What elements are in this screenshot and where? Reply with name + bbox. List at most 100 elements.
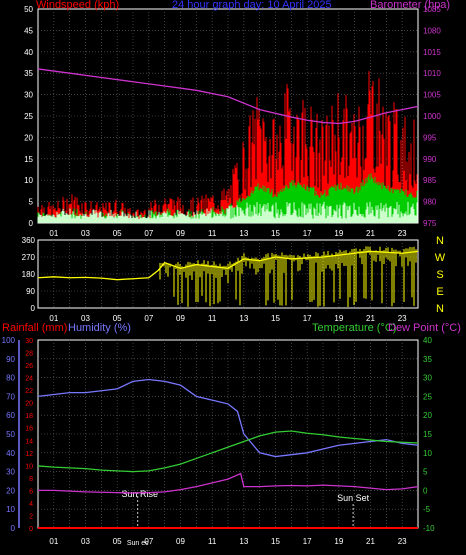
x-tick-label: 01 bbox=[49, 537, 58, 546]
rain-tick-label: 4 bbox=[29, 501, 33, 508]
x-tick-label: 11 bbox=[208, 314, 217, 323]
wind-tick-label: 40 bbox=[24, 48, 33, 57]
x-tick-label: 23 bbox=[398, 229, 407, 238]
barometer-tick-label: 1005 bbox=[423, 91, 441, 100]
wind-tick-label: 50 bbox=[24, 5, 33, 14]
x-tick-label: 11 bbox=[208, 537, 217, 546]
rain-tick-label: 0 bbox=[29, 526, 33, 533]
x-tick-label: 05 bbox=[113, 314, 122, 323]
barometer-tick-label: 1000 bbox=[423, 112, 441, 121]
rain-tick-label: 28 bbox=[25, 351, 33, 358]
x-tick-label: 15 bbox=[271, 229, 280, 238]
humidity-tick-label: 90 bbox=[6, 355, 15, 364]
x-tick-label: 19 bbox=[334, 314, 343, 323]
barometer-tick-label: 1015 bbox=[423, 48, 441, 57]
x-tick-label: 17 bbox=[303, 314, 312, 323]
compass-label: W bbox=[435, 252, 446, 264]
wind-tick-label: 45 bbox=[24, 26, 33, 35]
wind-direction-tick-labels: 360 270 180 90 0 bbox=[22, 236, 36, 313]
x-tick-label: 07 bbox=[144, 537, 153, 546]
x-tick-label: 03 bbox=[81, 229, 90, 238]
temperature-line bbox=[37, 430, 419, 473]
wind-direction-grid bbox=[38, 240, 418, 308]
humidity-tick-label: 60 bbox=[6, 411, 15, 420]
wind-tick-label: 5 bbox=[29, 198, 34, 207]
temperature-tick-label: 5 bbox=[423, 468, 428, 477]
sun-annotations: Sun Rise Sun Set Sun ec bbox=[121, 489, 369, 547]
x-tick-label: 13 bbox=[239, 314, 248, 323]
sunset-label: Sun Set bbox=[337, 493, 370, 503]
temperature-axis-label: Temperature (°C) bbox=[312, 322, 396, 334]
humidity-tick-label: 40 bbox=[6, 449, 15, 458]
x-tick-label: 03 bbox=[81, 537, 90, 546]
wind-speed-bars bbox=[37, 71, 418, 223]
temperature-tick-label: 0 bbox=[423, 486, 428, 495]
humidity-tick-label: 50 bbox=[6, 430, 15, 439]
temperature-tick-labels: 40 35 30 25 20 15 10 5 0 -5 -10 bbox=[423, 336, 435, 533]
x-tick-label: 07 bbox=[144, 229, 153, 238]
wind-tick-label: 30 bbox=[24, 91, 33, 100]
rain-hum-temp-lines bbox=[37, 378, 419, 529]
humidity-tick-label: 30 bbox=[6, 468, 15, 477]
sunrise-label: Sun Rise bbox=[121, 489, 158, 499]
x-tick-label: 03 bbox=[81, 314, 90, 323]
humidity-line bbox=[37, 378, 419, 458]
humidity-tick-label: 100 bbox=[2, 336, 16, 345]
rain-tick-label: 18 bbox=[25, 413, 33, 420]
rain-tick-label: 14 bbox=[25, 438, 33, 445]
x-tick-label: 19 bbox=[334, 537, 343, 546]
temperature-tick-label: 25 bbox=[423, 392, 432, 401]
wind-tick-label: 35 bbox=[24, 69, 33, 78]
barometer-tick-labels: 1085 1080 1015 1010 1005 1000 995 990 985 980 975 bbox=[423, 5, 441, 228]
barometer-tick-label: 995 bbox=[423, 133, 437, 142]
barometer-tick-label: 990 bbox=[423, 155, 437, 164]
x-tick-label: 01 bbox=[49, 314, 58, 323]
rain-tick-label: 10 bbox=[25, 463, 33, 470]
barometer-tick-label: 1080 bbox=[423, 26, 441, 35]
x-tick-label: 09 bbox=[176, 537, 185, 546]
rain-hum-temp-x-tick-labels: 01 03 05 07 09 11 13 15 17 19 21 23 bbox=[49, 537, 407, 546]
x-tick-label: 21 bbox=[366, 314, 375, 323]
x-tick-label: 23 bbox=[398, 314, 407, 323]
wind-tick-label: 0 bbox=[29, 219, 34, 228]
temperature-tick-label: 40 bbox=[423, 336, 432, 345]
sun-label-bottom: Sun ec bbox=[127, 540, 149, 547]
temperature-tick-label: 10 bbox=[423, 449, 432, 458]
rain-tick-label: 2 bbox=[29, 513, 33, 520]
x-tick-label: 11 bbox=[208, 229, 217, 238]
temperature-tick-label: 30 bbox=[423, 374, 432, 383]
wind-baro-lines bbox=[37, 68, 419, 125]
wind-tick-label: 10 bbox=[24, 176, 33, 185]
barometer-tick-label: 980 bbox=[423, 198, 437, 207]
temperature-tick-label: -10 bbox=[423, 524, 435, 533]
x-tick-label: 17 bbox=[303, 537, 312, 546]
compass-label: N bbox=[436, 303, 444, 315]
wind-direction-line bbox=[37, 250, 419, 281]
wind-tick-label: 15 bbox=[24, 155, 33, 164]
compass-label: N bbox=[436, 235, 444, 247]
x-tick-label: 05 bbox=[113, 229, 122, 238]
x-tick-label: 15 bbox=[271, 314, 280, 323]
x-tick-label: 21 bbox=[366, 537, 375, 546]
x-tick-label: 01 bbox=[49, 229, 58, 238]
rain-tick-label: 26 bbox=[25, 363, 33, 370]
dewpoint-axis-label: Dew Point (°C) bbox=[388, 322, 461, 334]
humidity-tick-label: 80 bbox=[6, 374, 15, 383]
rain-tick-label: 16 bbox=[25, 426, 33, 433]
wind-baro-x-tick-labels: 01 03 05 07 09 11 13 15 17 19 21 23 bbox=[49, 229, 407, 238]
dewpoint-line bbox=[38, 472, 419, 494]
x-tick-label: 13 bbox=[239, 229, 248, 238]
x-tick-label: 07 bbox=[144, 314, 153, 323]
rainfall-axis-label: Rainfall (mm) bbox=[2, 322, 67, 334]
direction-tick-label: 180 bbox=[22, 270, 36, 279]
humidity-tick-label: 0 bbox=[11, 524, 16, 533]
compass-label: S bbox=[436, 269, 443, 281]
x-tick-label: 09 bbox=[176, 314, 185, 323]
